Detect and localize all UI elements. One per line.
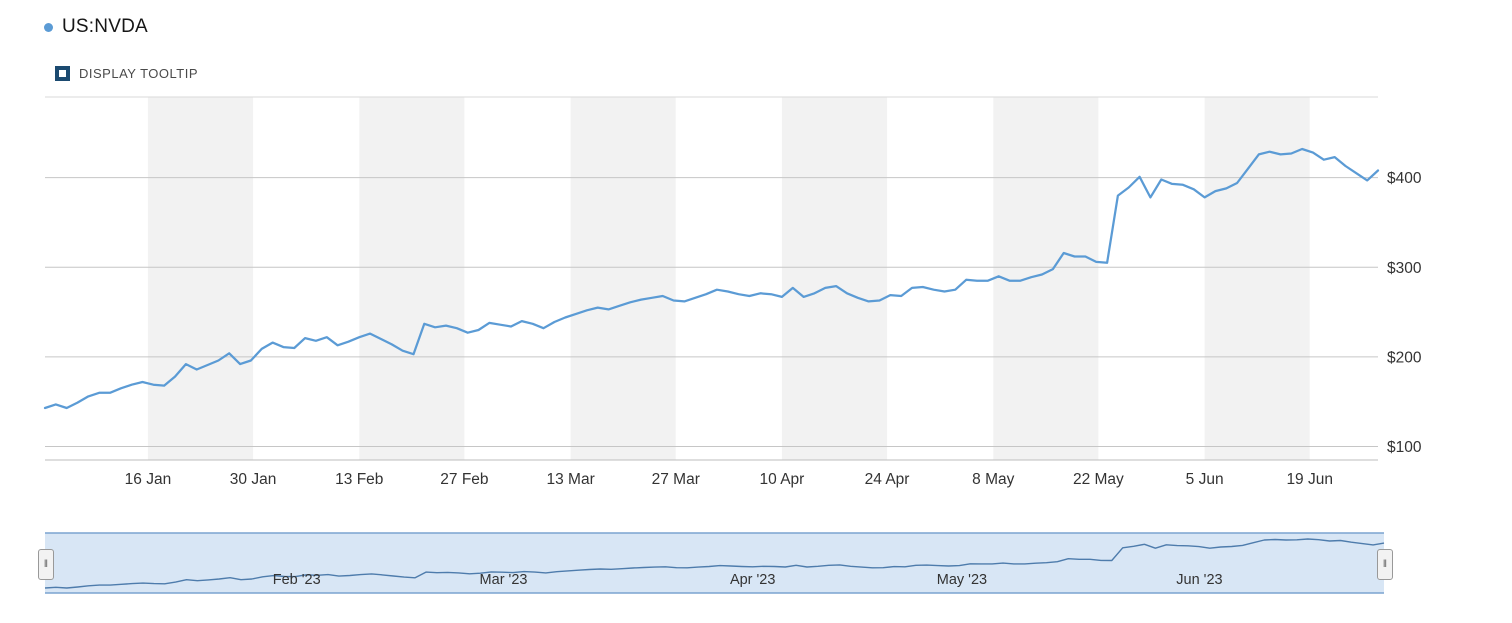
navigator-selection[interactable] xyxy=(45,533,1384,593)
x-axis-label: 16 Jan xyxy=(125,471,172,488)
x-axis-label: 22 May xyxy=(1073,471,1124,488)
x-axis-label: 24 Apr xyxy=(865,471,910,488)
grip-icon: ‖ xyxy=(43,559,49,570)
price-line xyxy=(43,147,1380,410)
navigator-month-label: Jun '23 xyxy=(1176,572,1222,588)
navigator-month-label: May '23 xyxy=(937,572,987,588)
navigator-left-handle[interactable]: ‖ xyxy=(38,549,54,580)
x-axis-label: 27 Feb xyxy=(440,471,488,488)
navigator-month-label: Apr '23 xyxy=(730,572,776,588)
plot-band xyxy=(570,97,676,460)
plot-band xyxy=(781,97,888,460)
plot-band xyxy=(147,97,254,460)
navigator-month-label: Mar '23 xyxy=(480,572,528,588)
checkbox-checked-icon[interactable] xyxy=(55,66,70,81)
x-axis-label: 27 Mar xyxy=(652,471,700,488)
x-axis-label: 13 Mar xyxy=(546,471,594,488)
x-axis-label: 10 Apr xyxy=(760,471,805,488)
navigator-month-label: Feb '23 xyxy=(273,572,321,588)
series-marker-icon xyxy=(44,22,53,32)
y-axis-label: $300 xyxy=(1387,260,1422,277)
display-tooltip-toggle[interactable]: DISPLAY TOOLTIP xyxy=(55,66,198,81)
display-tooltip-label: DISPLAY TOOLTIP xyxy=(79,66,199,81)
navigator-right-handle[interactable]: ‖ xyxy=(1377,549,1393,580)
x-axis-label: 19 Jun xyxy=(1286,471,1333,488)
plot-band xyxy=(993,97,1099,460)
y-axis-label: $400 xyxy=(1387,170,1422,187)
navigator-line xyxy=(44,538,1385,589)
x-axis-label: 8 May xyxy=(972,471,1014,488)
x-axis-label: 13 Feb xyxy=(335,471,383,488)
x-axis-label: 30 Jan xyxy=(230,471,277,488)
series-name-label[interactable]: US:NVDA xyxy=(62,16,148,37)
grip-icon: ‖ xyxy=(1382,559,1388,570)
plot-band xyxy=(359,97,465,460)
series-legend[interactable]: US:NVDA xyxy=(44,16,148,38)
y-axis-label: $100 xyxy=(1387,439,1422,456)
x-axis-label: 5 Jun xyxy=(1186,471,1224,488)
y-axis-label: $200 xyxy=(1387,349,1422,366)
